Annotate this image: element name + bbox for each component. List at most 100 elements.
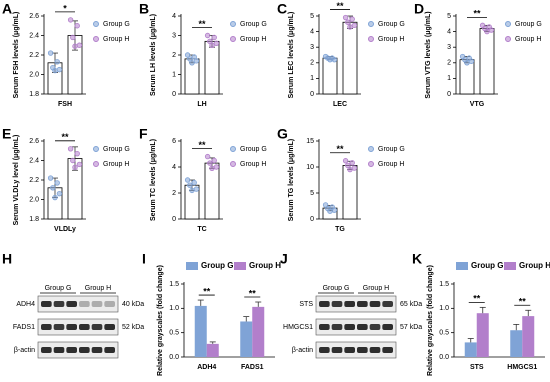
legend-marker: [456, 262, 468, 270]
data-point: [47, 175, 54, 181]
y-tick-label: 1: [447, 75, 451, 82]
blot-band: [344, 347, 355, 353]
panel-letter: F: [139, 126, 148, 142]
data-point: [464, 60, 470, 66]
data-point: [54, 59, 60, 65]
panel-letter: D: [414, 1, 424, 17]
y-tick-label: 2.0: [29, 71, 39, 78]
legend-label: Group H: [515, 36, 541, 43]
y-tick-label: 2: [447, 60, 451, 67]
legend-marker: [368, 146, 374, 152]
y-tick-label: 10: [306, 164, 314, 171]
blot-band: [91, 347, 103, 353]
data-point: [67, 146, 74, 152]
blot-band: [53, 301, 65, 307]
legend-label: Group H: [249, 261, 281, 270]
y-tick-label: 1: [172, 71, 176, 78]
y-tick-label: 2: [172, 190, 176, 197]
y-tick-label: 15: [306, 138, 314, 145]
bar: [240, 321, 253, 357]
data-point: [47, 50, 54, 56]
size-label: 57 kDa: [400, 324, 422, 331]
legend-label: Group H: [240, 36, 266, 43]
legend-marker: [504, 262, 516, 270]
data-point: [76, 161, 83, 168]
data-point: [342, 158, 349, 164]
legend-marker: [93, 161, 99, 167]
blot-band: [79, 301, 90, 307]
blot-band: [41, 301, 52, 307]
data-point: [207, 160, 213, 166]
significance-label: *: [63, 3, 67, 13]
blot-band: [369, 324, 381, 330]
blot-strip: [37, 318, 119, 336]
blot-band: [331, 301, 343, 307]
blot-band: [104, 324, 115, 330]
group-label: Group G: [45, 285, 72, 292]
blot-band: [344, 301, 355, 307]
data-point: [211, 34, 217, 41]
y-tick-label: 2.6: [29, 13, 39, 20]
data-point: [70, 34, 76, 41]
legend-marker: [186, 262, 198, 270]
data-point: [193, 58, 200, 64]
x-tick-label: TG: [335, 226, 345, 233]
group-label: Group H: [363, 285, 389, 292]
bar: [464, 342, 477, 357]
data-point: [184, 177, 191, 183]
y-tick-label: 3: [310, 44, 314, 51]
y-tick-label: 2.0: [29, 196, 39, 203]
data-point: [331, 207, 338, 213]
y-axis-label: Relative grayscales (fold change): [427, 265, 434, 376]
y-tick-label: 1.0: [169, 305, 179, 312]
group-label: Group G: [323, 285, 350, 292]
data-point: [213, 164, 220, 170]
legend-marker: [230, 146, 236, 152]
data-point: [204, 32, 211, 39]
bar: [252, 306, 265, 357]
data-point: [351, 165, 358, 171]
y-tick-label: 1.0: [439, 305, 449, 312]
significance-label: **: [473, 9, 481, 19]
blot-band: [382, 301, 393, 307]
data-point: [74, 23, 80, 29]
protein-label: β-actin: [292, 347, 313, 354]
data-point: [70, 157, 76, 164]
legend-label: Group H: [378, 161, 404, 168]
legend-marker: [93, 36, 99, 42]
legend-marker: [230, 21, 236, 27]
y-axis-label: Serum FSH levels (μg/mL): [13, 12, 20, 99]
y-tick-label: 0: [310, 91, 314, 98]
y-tick-label: 4: [310, 28, 314, 35]
data-point: [74, 150, 80, 157]
legend-marker: [230, 161, 236, 167]
y-tick-label: 0.0: [439, 354, 449, 361]
y-tick-label: 6: [172, 138, 176, 145]
y-axis-label: Serum TG levels (μg/mL): [288, 139, 295, 221]
legend-label: Group H: [378, 36, 404, 43]
y-axis-label: Serum VTG levels (μg/mL): [425, 11, 432, 98]
y-tick-label: 2.2: [29, 177, 39, 184]
significance-label: **: [198, 140, 206, 150]
data-point: [189, 187, 195, 194]
significance-label: **: [336, 1, 344, 11]
legend-label: Group G: [515, 21, 542, 28]
bar: [322, 57, 338, 95]
blot-band: [91, 324, 103, 330]
y-tick-label: 0.0: [169, 354, 179, 361]
legend-label: Group H: [103, 36, 129, 43]
panel-letter: E: [2, 126, 11, 142]
blot-band: [357, 324, 368, 330]
bar: [204, 40, 220, 95]
data-point: [67, 17, 74, 23]
y-axis-label: Serum LEC levels (μg/mL): [288, 12, 295, 99]
x-tick-label: ADH4: [197, 364, 216, 371]
data-point: [187, 56, 193, 62]
panel-letter: G: [277, 126, 288, 142]
data-point: [72, 164, 78, 171]
y-tick-label: 4: [172, 164, 176, 171]
bar: [476, 313, 489, 357]
y-tick-label: 2: [310, 60, 314, 67]
significance-label: **: [198, 19, 206, 29]
